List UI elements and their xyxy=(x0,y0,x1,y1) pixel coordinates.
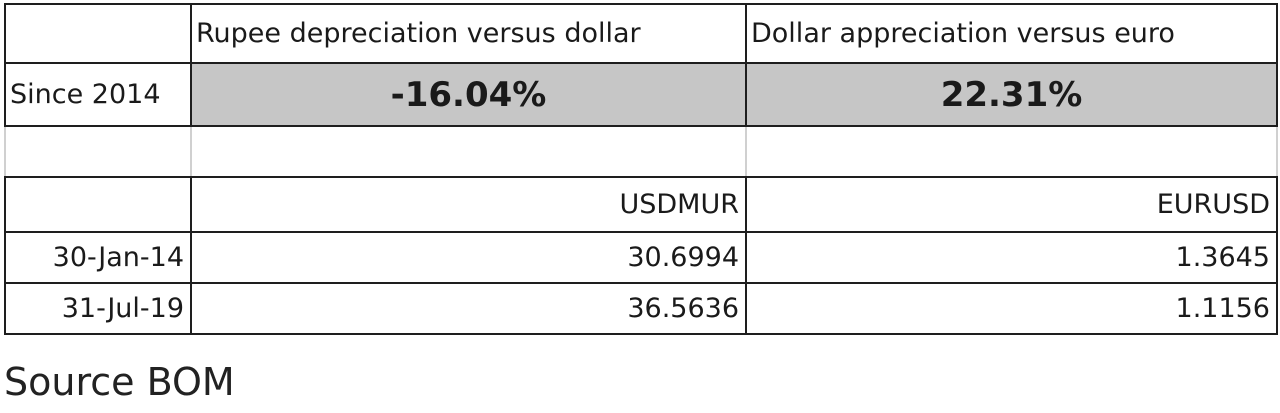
date-cell: 31-Jul-19 xyxy=(4,282,192,335)
series-header: USDMUR xyxy=(190,176,747,233)
spacer-row xyxy=(4,125,1278,178)
series-header: EURUSD xyxy=(745,176,1278,233)
series-header-row: USDMUR EURUSD xyxy=(4,176,1278,233)
data-row: 30-Jan-14 30.6994 1.3645 xyxy=(4,231,1278,284)
source-note: Source BOM xyxy=(4,360,235,404)
value-cell: 30.6994 xyxy=(190,231,747,284)
header-cell: Dollar appreciation versus euro xyxy=(745,3,1278,64)
header-row: Rupee depreciation versus dollar Dollar … xyxy=(4,3,1278,64)
data-row: 31-Jul-19 36.5636 1.1156 xyxy=(4,282,1278,335)
summary-value: -16.04% xyxy=(190,62,747,127)
value-cell: 1.3645 xyxy=(745,231,1278,284)
row-label: Since 2014 xyxy=(4,62,192,127)
header-cell: Rupee depreciation versus dollar xyxy=(190,3,747,64)
exchange-table: Rupee depreciation versus dollar Dollar … xyxy=(4,3,1278,335)
empty-cell xyxy=(4,176,192,233)
summary-value: 22.31% xyxy=(745,62,1278,127)
empty-cell xyxy=(4,125,192,178)
empty-cell xyxy=(4,3,192,64)
value-cell: 36.5636 xyxy=(190,282,747,335)
empty-cell xyxy=(190,125,747,178)
value-cell: 1.1156 xyxy=(745,282,1278,335)
date-cell: 30-Jan-14 xyxy=(4,231,192,284)
empty-cell xyxy=(745,125,1278,178)
summary-row: Since 2014 -16.04% 22.31% xyxy=(4,62,1278,127)
